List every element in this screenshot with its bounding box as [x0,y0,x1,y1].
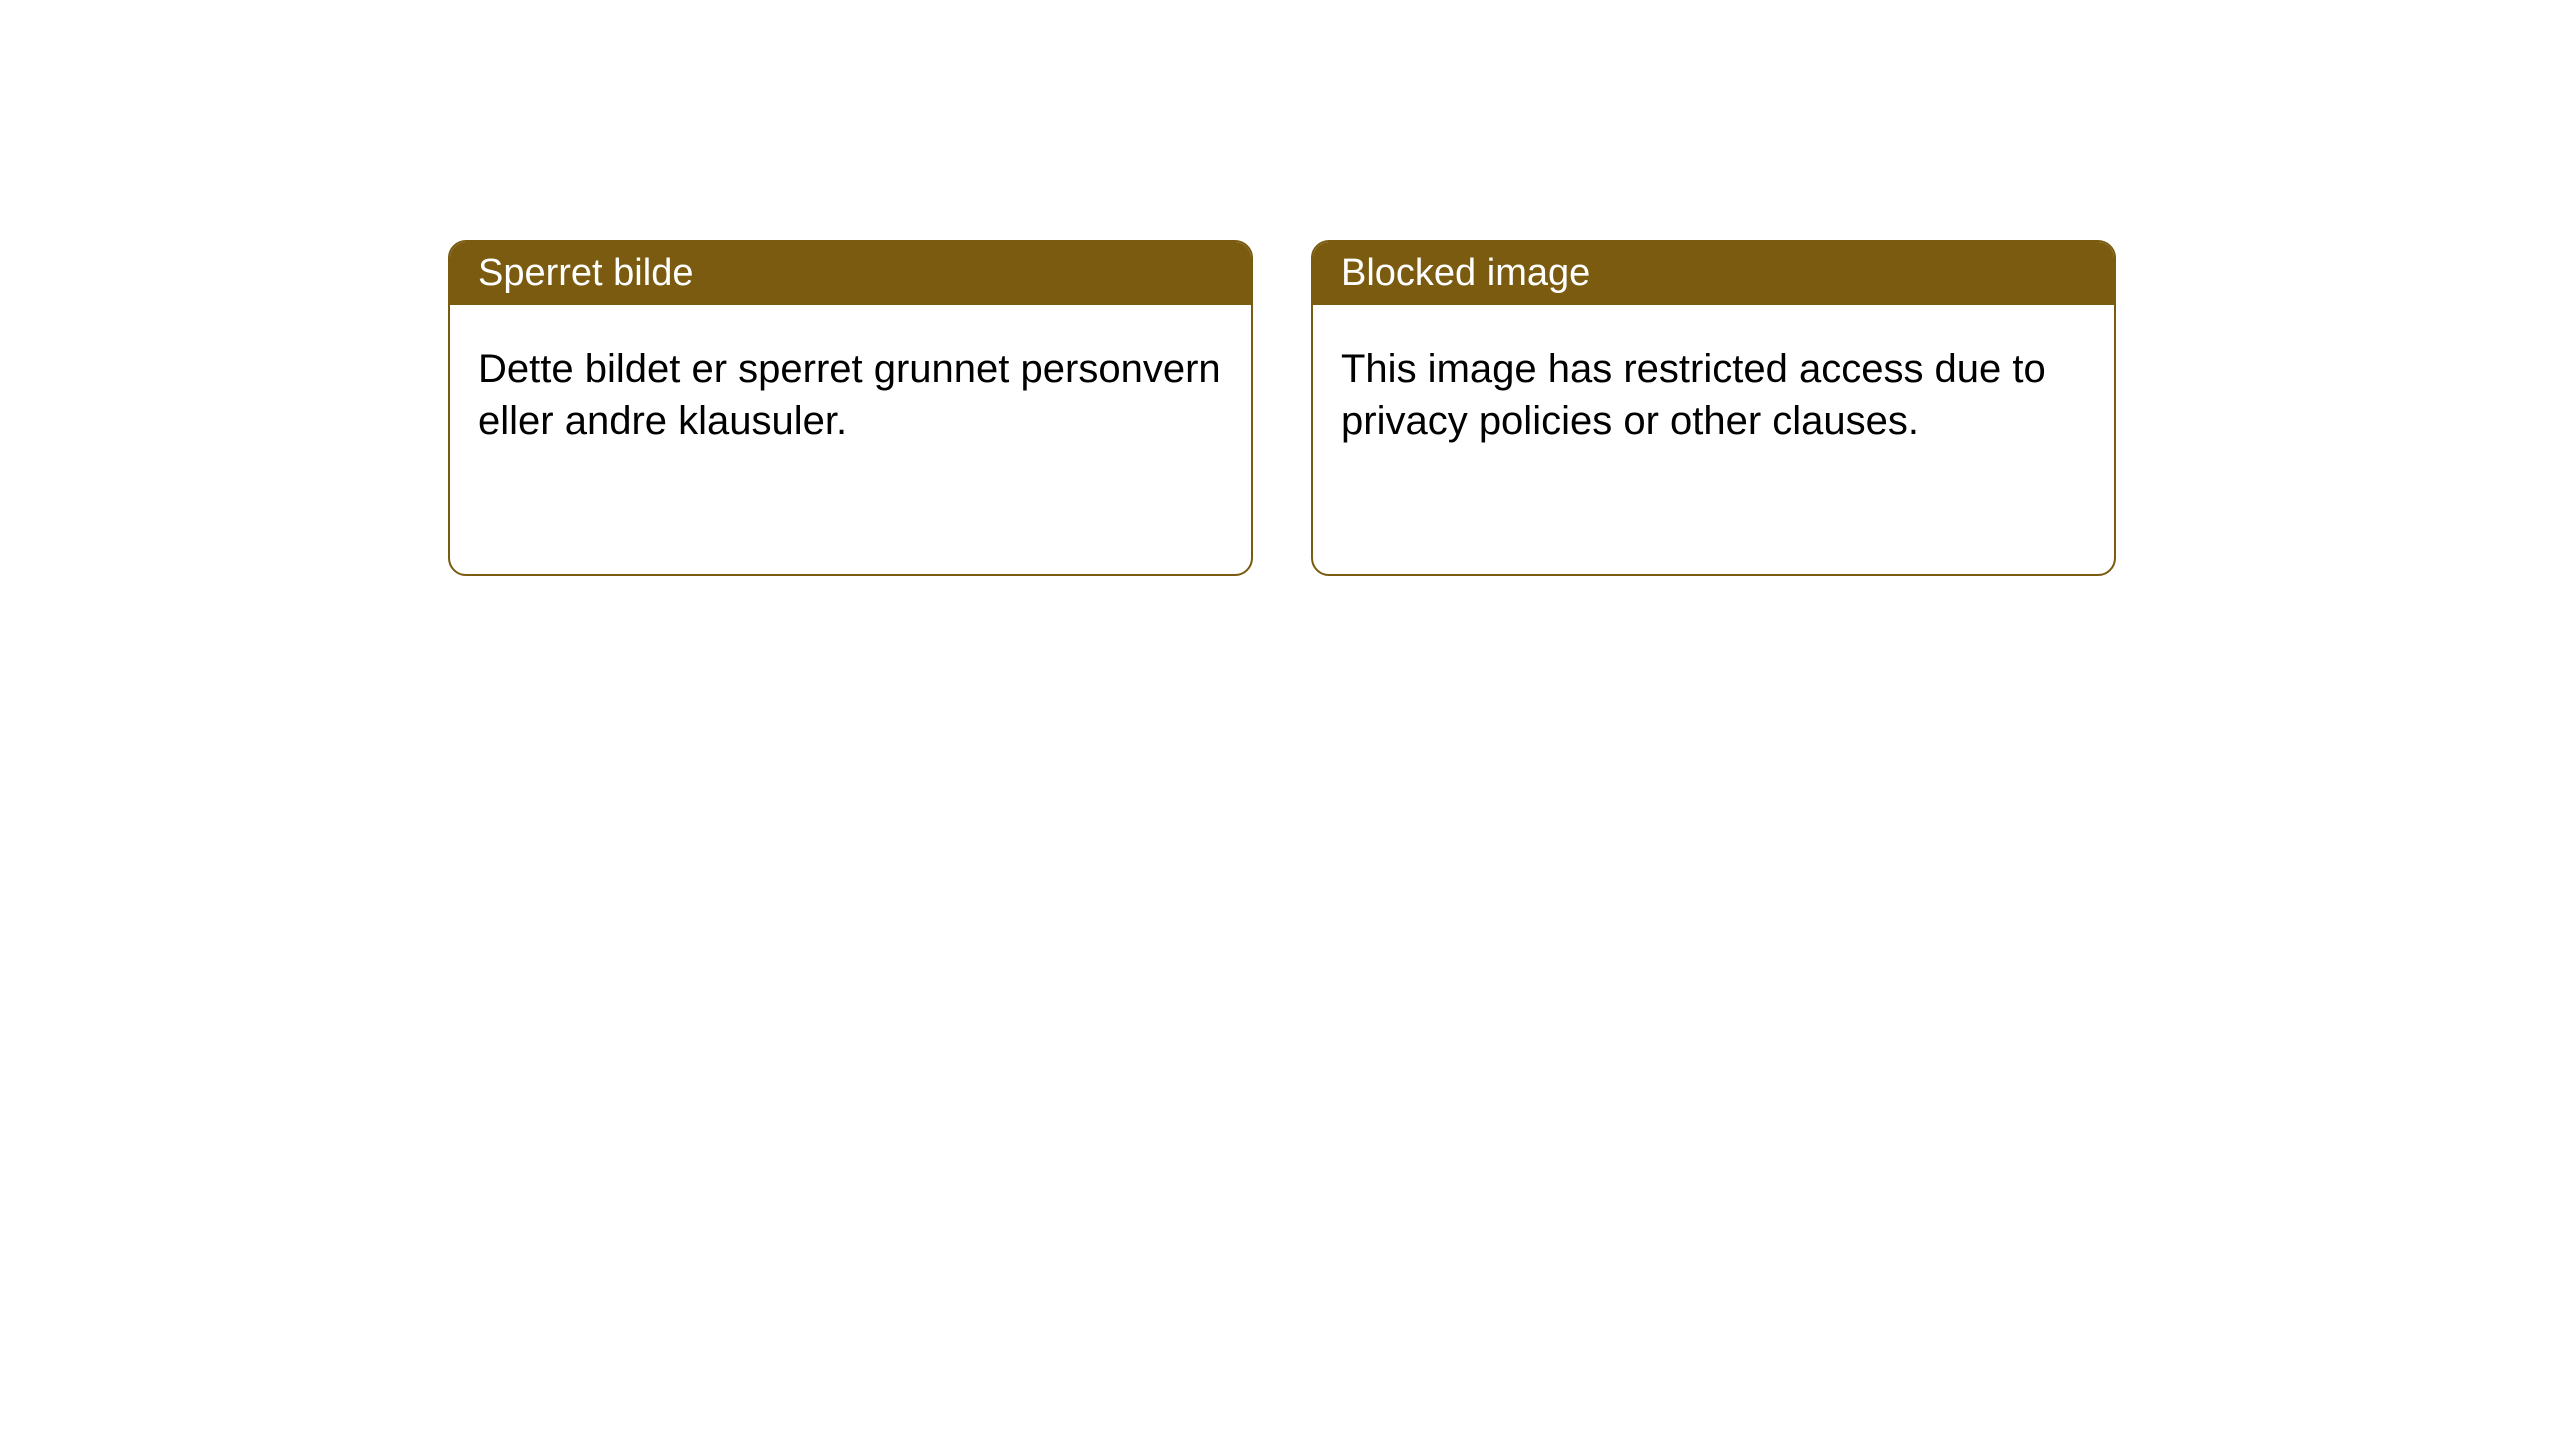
notice-card-norwegian: Sperret bilde Dette bildet er sperret gr… [448,240,1253,576]
notice-card-english: Blocked image This image has restricted … [1311,240,2116,576]
card-header-norwegian: Sperret bilde [450,242,1251,305]
card-body-norwegian: Dette bildet er sperret grunnet personve… [450,305,1251,574]
notice-cards-container: Sperret bilde Dette bildet er sperret gr… [448,240,2116,576]
card-body-english: This image has restricted access due to … [1313,305,2114,574]
card-header-english: Blocked image [1313,242,2114,305]
